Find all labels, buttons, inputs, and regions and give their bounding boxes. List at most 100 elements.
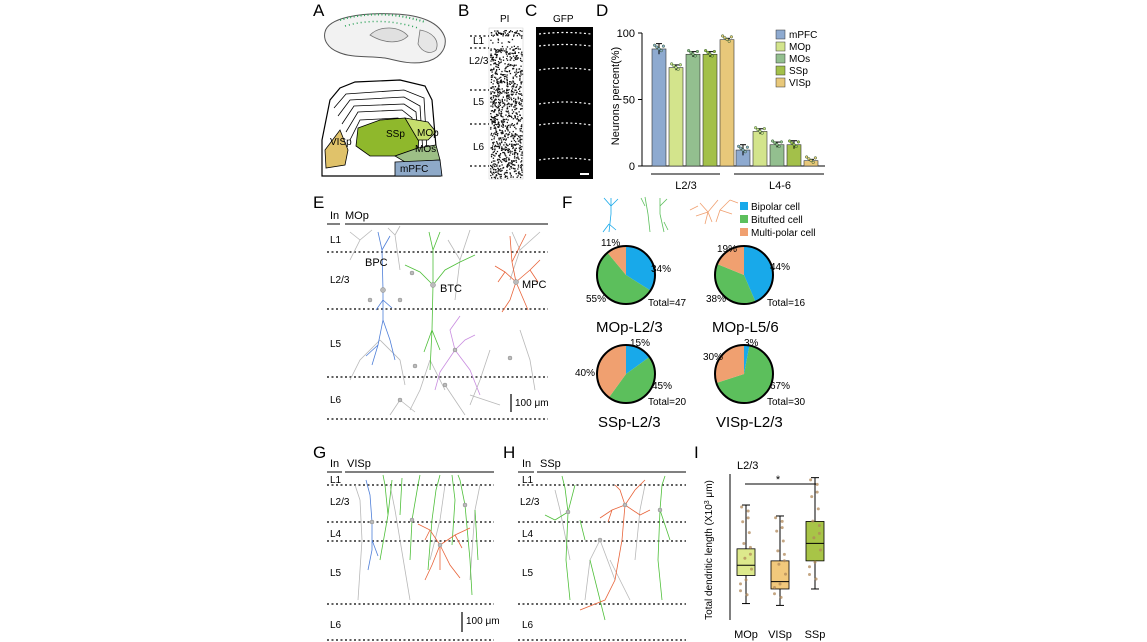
d-dot [813,156,817,160]
f-pie-0: 34% 55% 11% Total=47 MOp-L2/3 [586,238,687,336]
panel-letter-i: I [694,443,699,462]
e-title-in: In [330,210,339,222]
panel-letter-h: H [503,443,515,462]
i-dot [740,505,744,509]
b-layer-l5: L5 [473,97,485,108]
h-layer-l6: L6 [522,620,534,631]
f-cell-icons [602,196,739,233]
d-dot [672,64,676,68]
d-dot [741,148,745,152]
i-dot [784,572,787,576]
f-pie-pct-label: 38% [706,294,726,305]
d-bar-SSp-0 [702,53,718,167]
d-dot [653,43,657,47]
f-pie-outline [596,344,656,404]
i-ylabel: Total dendritic length (X103 μm) [704,480,716,620]
panel-h-morphology: In SSp L1 L2/3 L4 L5 L6 [518,458,686,641]
d-dot [657,47,661,51]
f-pie-pct-label: 34% [651,264,671,275]
d-dot [811,160,815,164]
d-dot [704,49,708,53]
f-pie-slice [744,345,750,374]
d-dot [739,146,743,150]
panel-i-chart: Total dendritic length (X103 μm) L2/3 MO… [704,460,826,641]
i-category-SSp: SSp [805,629,826,641]
f-pie-total: Total=20 [648,397,687,408]
i-dot [777,562,781,566]
panel-d-chart: Neurons percent(%) 0 50 100 L2/3 L4-6 mPFC… [610,28,825,192]
e-layer-l23: L2/3 [330,275,350,286]
f-pie-total: Total=30 [767,397,806,408]
label-mpfc: mPFC [400,164,428,175]
i-box-MOp [736,548,756,576]
region-mop [404,117,437,141]
f-legend-swatch [740,202,748,210]
i-dot [746,516,750,520]
i-dot [743,556,747,560]
f-pie-name: MOp-L5/6 [712,319,779,336]
d-dot [792,143,796,147]
i-dot [816,507,820,511]
d-bar-mPFC-0 [651,48,667,167]
d-legend-swatch-MOs [775,53,786,64]
d-bar-MOp-1 [752,131,768,167]
f-legend-swatch [740,215,748,223]
e-layer-l5: L5 [330,339,342,350]
d-dot [670,62,674,66]
d-dot [796,140,800,144]
d-dot [779,140,783,144]
f-pie-pct-label: 3% [744,338,759,349]
e-layer-l6: L6 [330,395,342,406]
g-layer-l1: L1 [330,475,342,486]
i-dot [812,536,816,540]
f-pie-pct-label: 40% [575,368,595,379]
d-dot [676,67,680,71]
f-pie-pct-label: 15% [630,338,650,349]
d-dot [790,141,794,145]
f-pie-total: Total=16 [767,298,806,309]
e-label-btc: BTC [440,283,462,295]
i-dot [808,573,811,577]
g-layer-l4: L4 [330,529,342,540]
panel-g-morphology: In VISp L1 L2/3 L4 L5 L6 100 μm [327,458,500,641]
f-pie-outline [714,344,774,404]
region-visp [324,129,349,169]
h-layer-l23: L2/3 [520,497,540,508]
i-dot [746,509,750,513]
i-dot [776,549,780,553]
i-dot [739,589,742,593]
d-dot [729,35,733,39]
f-pie-total: Total=47 [648,298,687,309]
panel-letter-a: A [313,1,325,20]
d-bar-VISp-0 [719,39,735,167]
d-ticks: 0 50 100 [617,28,642,173]
panel-b-title: PI [500,14,509,25]
i-dot [781,539,785,543]
b-layer-l23: L2/3 [469,56,489,67]
i-dot [748,552,752,556]
h-layer-l4: L4 [522,529,534,540]
i-dot [817,531,821,535]
f-pie-charts: 34% 55% 11% Total=47 MOp-L2/3 44% 38% 19% Total=… [575,238,806,431]
d-dot [721,34,725,38]
f-pie-pct-label: 44% [770,262,790,273]
d-bars [651,34,819,167]
f-pie-slice [716,345,774,403]
i-dot [779,595,783,599]
i-dot [745,593,749,597]
label-mop: MOp [417,128,439,139]
d-bar-MOs-1 [769,144,785,167]
f-pie-name: SSp-L2/3 [598,414,661,431]
d-legend-swatch-SSp [775,65,786,76]
g-scale-label: 100 μm [466,616,500,627]
f-pie-slice [717,245,744,275]
label-ssp: SSp [386,129,405,140]
f-pie-slice [744,246,773,302]
i-dot [775,529,779,533]
i-dot [811,519,815,523]
g-title-area: VISp [347,458,371,470]
d-dot [723,36,727,40]
panel-letter-b: B [458,1,469,20]
e-scale-label: 100 μm [515,398,549,409]
f-legend-label: Bipolar cell [751,202,800,213]
